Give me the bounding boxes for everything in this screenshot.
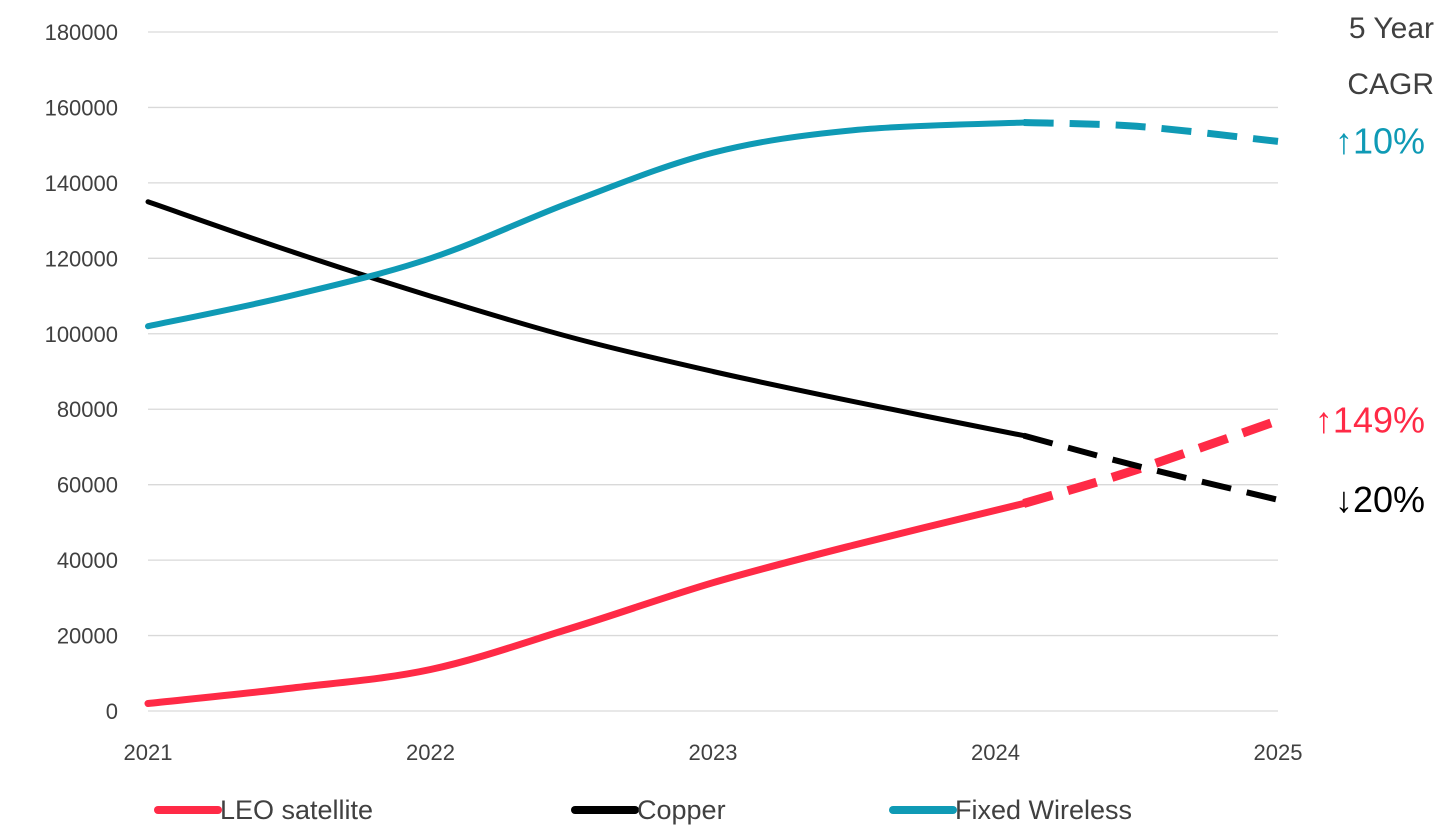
leo-satellite-cagr-label: ↑149% xyxy=(1315,400,1425,441)
legend: LEO satellite Copper Fixed Wireless xyxy=(154,795,1132,825)
y-tick-label: 160000 xyxy=(45,95,118,120)
fixed-wireless-cagr-label: ↑10% xyxy=(1335,120,1425,161)
x-tick-label: 2021 xyxy=(124,740,173,765)
y-tick-label: 140000 xyxy=(45,171,118,196)
x-tick-label: 2025 xyxy=(1254,740,1303,765)
fixed-wireless-actual-line xyxy=(145,119,1027,330)
y-tick-label: 0 xyxy=(106,699,118,724)
copper-actual-line xyxy=(145,199,1027,439)
leo-satellite-actual-line xyxy=(144,500,1028,707)
series-lines xyxy=(144,119,1280,707)
cagr-title-line-1: 5 Year xyxy=(1349,12,1434,45)
y-tick-label: 40000 xyxy=(57,548,118,573)
x-tick-label: 2022 xyxy=(406,740,455,765)
y-tick-label: 100000 xyxy=(45,322,118,347)
copper-cagr-label: ↓20% xyxy=(1335,479,1425,520)
y-tick-label: 80000 xyxy=(57,397,118,422)
leo-satellite-forecast-line xyxy=(1022,416,1280,508)
y-axis-ticks: 0 20000 40000 60000 80000 100000 120000 140000 1… xyxy=(45,20,118,724)
cagr-title-line-2: CAGR xyxy=(1347,68,1434,101)
x-tick-label: 2024 xyxy=(971,740,1020,765)
x-axis-ticks: 2021 2022 2023 2024 2025 xyxy=(124,740,1303,765)
y-tick-label: 60000 xyxy=(57,473,118,498)
y-tick-label: 120000 xyxy=(45,246,118,271)
x-tick-label: 2023 xyxy=(689,740,738,765)
y-tick-label: 180000 xyxy=(45,20,118,45)
legend-label-copper: Copper xyxy=(637,795,726,825)
fixed-wireless-forecast-line xyxy=(1023,119,1279,145)
cagr-annotations: 5 Year CAGR ↑149% ↓20% ↑10% xyxy=(1315,12,1434,520)
legend-label-leo-satellite: LEO satellite xyxy=(220,795,373,825)
copper-forecast-line xyxy=(1022,432,1279,503)
y-tick-label: 20000 xyxy=(57,624,118,649)
legend-label-fixed-wireless: Fixed Wireless xyxy=(955,795,1132,825)
gridlines xyxy=(148,31,1278,712)
